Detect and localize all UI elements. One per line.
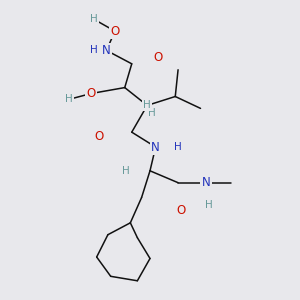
Text: N: N: [102, 44, 111, 57]
Text: O: O: [86, 87, 96, 100]
Text: H: H: [122, 166, 130, 176]
Text: H: H: [90, 45, 98, 56]
Text: O: O: [110, 25, 119, 38]
Text: H: H: [148, 108, 156, 118]
Text: H: H: [90, 14, 98, 24]
Text: N: N: [151, 140, 160, 154]
Text: H: H: [65, 94, 73, 104]
Text: O: O: [176, 204, 185, 218]
Text: O: O: [95, 130, 104, 143]
Text: O: O: [154, 51, 163, 64]
Text: H: H: [205, 200, 213, 210]
Text: H: H: [143, 100, 151, 110]
Text: N: N: [202, 176, 211, 189]
Text: H: H: [174, 142, 182, 152]
